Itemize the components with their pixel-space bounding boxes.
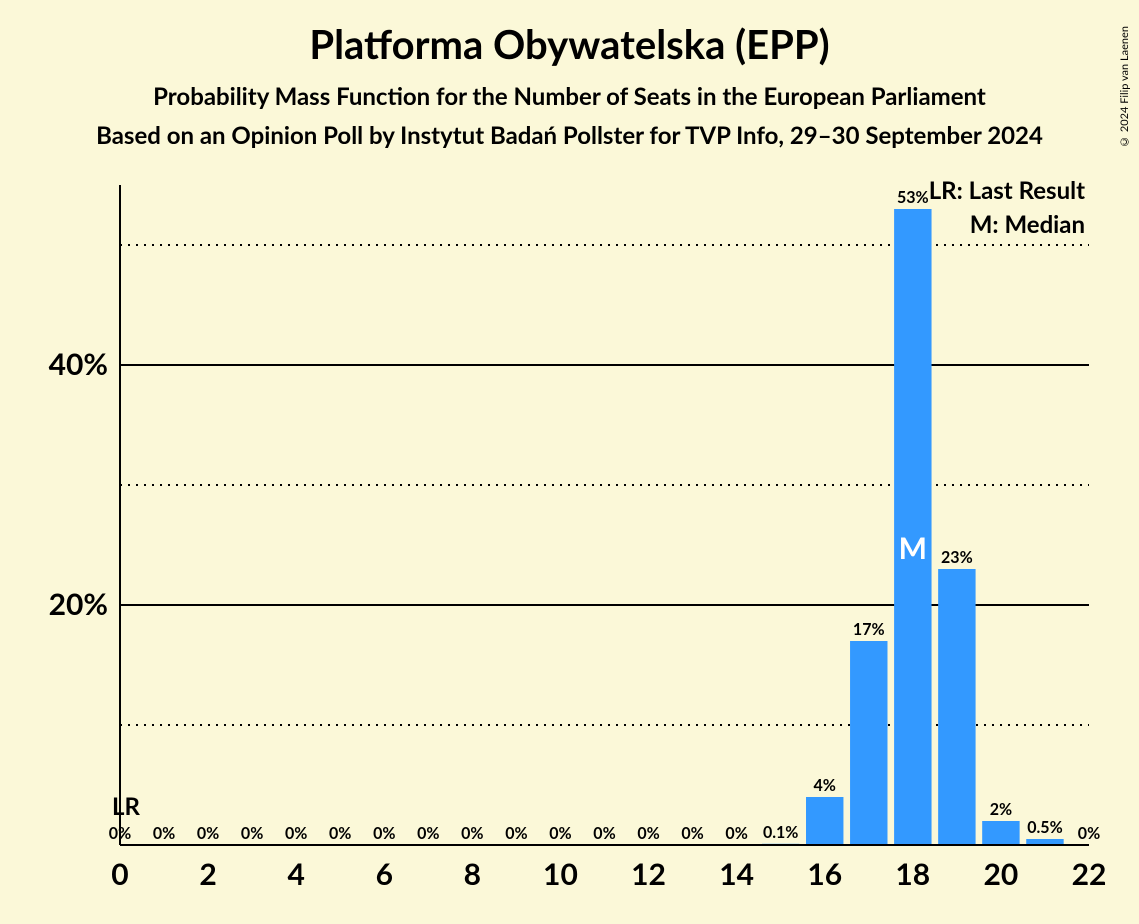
bar xyxy=(894,209,931,845)
chart-title: Platforma Obywatelska (EPP) xyxy=(0,20,1139,68)
legend-lr: LR: Last Result xyxy=(929,176,1085,205)
legend-m: M: Median xyxy=(970,210,1085,239)
bar-value-label: 0% xyxy=(505,824,527,843)
x-tick-label: 18 xyxy=(895,856,930,892)
bar-value-label: 23% xyxy=(941,548,973,567)
x-tick-label: 8 xyxy=(464,856,481,892)
bar-value-label: 0% xyxy=(373,824,395,843)
chart-svg: 20% 40% 0% 0% 0% 0% 0% 0% 0% 0% 0% 0% 0% 0% 0% 0% 0% 0.1%… xyxy=(30,175,1109,905)
bar xyxy=(806,797,843,845)
bar xyxy=(938,569,975,845)
bar-value-label: 0% xyxy=(329,824,351,843)
chart-subtitle-2: Based on an Opinion Poll by Instytut Bad… xyxy=(0,121,1139,150)
bar-value-label: 0% xyxy=(725,824,747,843)
bar-value-label: 0% xyxy=(1078,824,1100,843)
bar xyxy=(982,821,1019,845)
bar-value-label: 0% xyxy=(681,824,703,843)
bar-value-label: 0% xyxy=(461,824,483,843)
y-tick-label: 40% xyxy=(49,346,108,382)
x-tick-label: 22 xyxy=(1072,856,1107,892)
copyright-text: © 2024 Filip van Laenen xyxy=(1118,26,1131,148)
bar-value-label: 0.5% xyxy=(1027,818,1062,837)
bar-value-label: 0% xyxy=(637,824,659,843)
chart-container: 20% 40% 0% 0% 0% 0% 0% 0% 0% 0% 0% 0% 0% 0% 0% 0% 0% 0.1%… xyxy=(30,175,1109,905)
lr-marker: LR xyxy=(112,792,140,821)
x-tick-label: 20 xyxy=(984,856,1019,892)
bar-value-label: 2% xyxy=(990,800,1012,819)
x-tick-label: 14 xyxy=(719,856,754,892)
x-tick-label: 16 xyxy=(807,856,842,892)
x-tick-label: 12 xyxy=(631,856,666,892)
bar-value-label: 0% xyxy=(197,824,219,843)
bar-value-label: 0% xyxy=(549,824,571,843)
bar-value-label: 4% xyxy=(814,776,836,795)
bar-value-label: 0% xyxy=(593,824,615,843)
chart-subtitle-1: Probability Mass Function for the Number… xyxy=(0,82,1139,111)
bar-value-label: 0% xyxy=(153,824,175,843)
x-tick-label: 0 xyxy=(111,856,128,892)
x-tick-label: 10 xyxy=(543,856,578,892)
bar-value-label: 17% xyxy=(853,620,885,639)
bar-value-label: 0% xyxy=(417,824,439,843)
x-tick-label: 4 xyxy=(287,856,304,892)
median-marker: M xyxy=(899,530,927,566)
bar-value-label: 0% xyxy=(241,824,263,843)
bar-value-label: 0% xyxy=(285,824,307,843)
x-tick-label: 2 xyxy=(199,856,216,892)
x-tick-label: 6 xyxy=(376,856,393,892)
bar-value-label: 53% xyxy=(897,188,929,207)
bar xyxy=(850,641,887,845)
y-tick-label: 20% xyxy=(49,586,108,622)
bar-value-label: 0.1% xyxy=(763,823,798,842)
